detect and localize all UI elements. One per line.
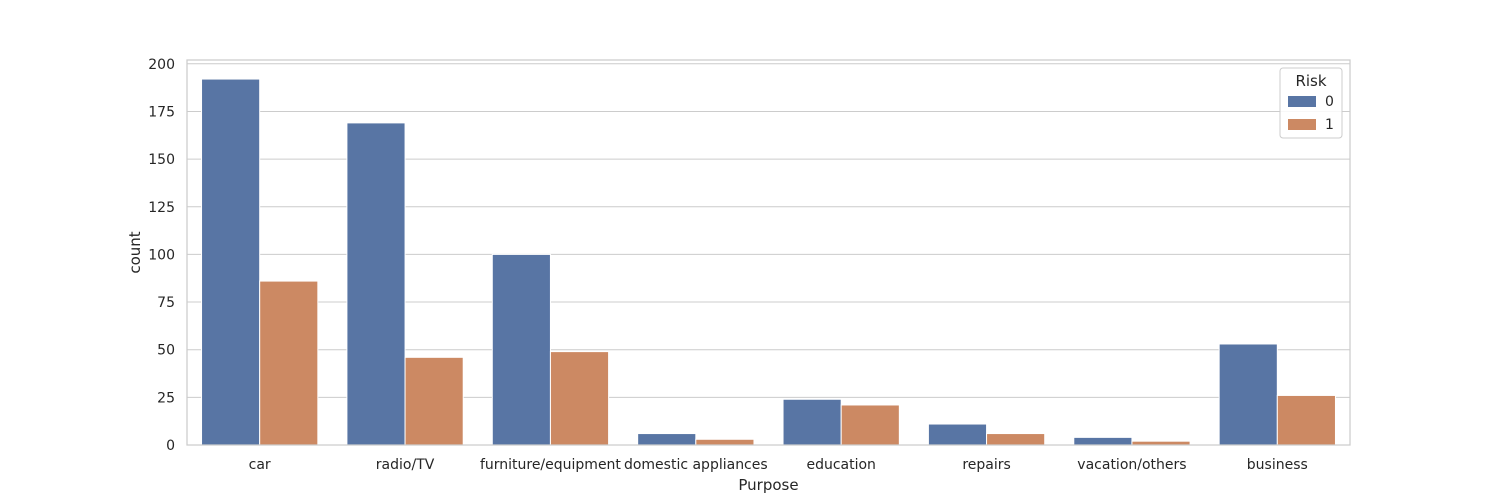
- bar: [1276, 394, 1336, 446]
- legend-label: 1: [1325, 117, 1334, 133]
- y-tick-label: 150: [148, 152, 175, 168]
- bar: [1218, 343, 1278, 446]
- x-tick-label: radio/TV: [376, 457, 435, 473]
- y-tick-label: 0: [166, 438, 175, 454]
- bar: [346, 122, 406, 446]
- x-axis-ticks: car radio/TV furniture/equipment domestic a…: [249, 457, 1308, 473]
- y-tick-label: 175: [148, 104, 175, 120]
- y-axis-title: count: [126, 231, 144, 273]
- legend-label: 0: [1325, 94, 1334, 110]
- y-tick-label: 75: [157, 295, 175, 311]
- bars: [201, 78, 1336, 446]
- legend-swatch: [1288, 96, 1316, 107]
- bar: [782, 398, 842, 446]
- bar: [986, 433, 1046, 446]
- y-tick-label: 25: [157, 390, 175, 406]
- x-tick-label: domestic appliances: [624, 457, 768, 473]
- bar: [927, 423, 988, 446]
- x-tick-label: business: [1247, 457, 1308, 473]
- y-tick-label: 125: [148, 200, 175, 216]
- x-tick-label: car: [249, 457, 271, 473]
- bar: [1073, 436, 1133, 446]
- bar: [491, 253, 551, 446]
- x-tick-label: repairs: [962, 457, 1010, 473]
- bar: [201, 78, 261, 446]
- y-tick-label: 50: [157, 343, 175, 359]
- x-axis-title: Purpose: [738, 476, 798, 494]
- bar: [695, 438, 755, 446]
- legend-title: Risk: [1295, 72, 1326, 90]
- bar: [840, 404, 900, 446]
- y-tick-label: 100: [148, 247, 175, 263]
- y-axis-ticks: 0 25 50 75 100 125 150 175 200: [148, 57, 175, 454]
- x-tick-label: vacation/others: [1077, 457, 1186, 473]
- legend: Risk 01: [1279, 67, 1343, 139]
- legend-items: 01: [1288, 94, 1334, 133]
- legend-swatch: [1288, 119, 1316, 130]
- bar: [549, 351, 610, 446]
- bar: [637, 433, 697, 446]
- x-tick-label: furniture/equipment: [480, 457, 621, 473]
- y-tick-label: 200: [148, 57, 175, 73]
- bar: [404, 356, 464, 446]
- plot-frame: [186, 59, 1351, 446]
- bar: [259, 280, 319, 446]
- x-tick-label: education: [806, 457, 875, 473]
